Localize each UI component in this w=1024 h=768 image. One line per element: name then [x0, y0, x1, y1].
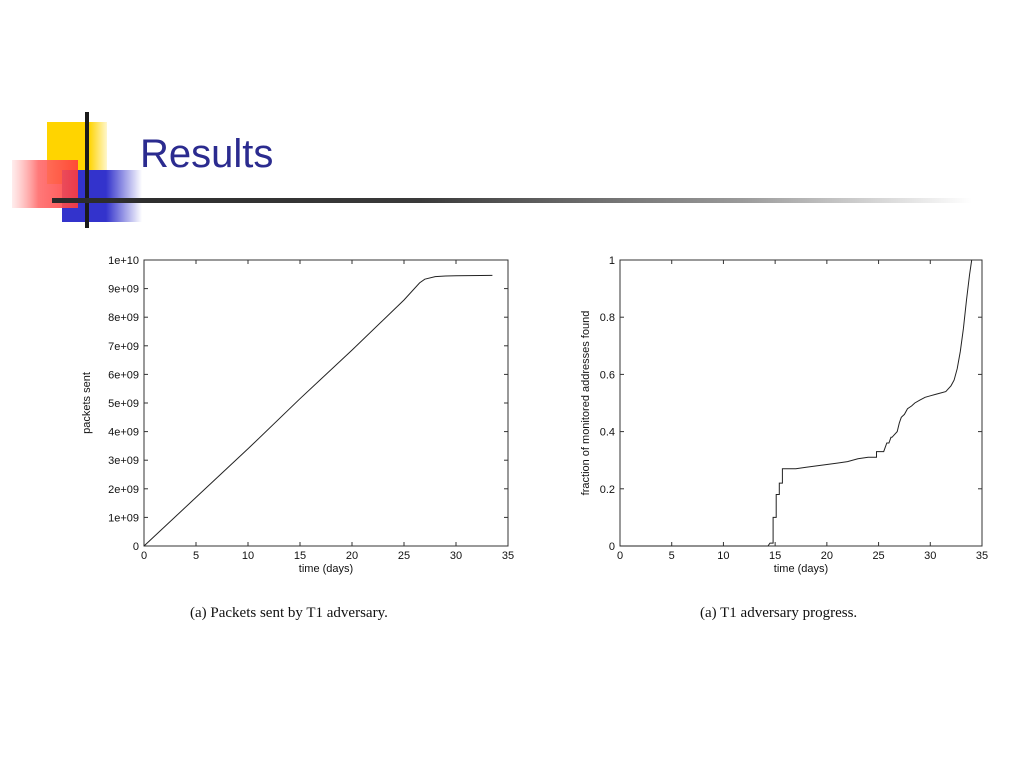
x-axis-label: time (days) — [774, 563, 828, 575]
y-tick-label: 1e+10 — [108, 255, 139, 267]
y-tick-label: 7e+09 — [108, 341, 139, 353]
plot-frame — [143, 259, 509, 547]
y-tick-label: 0.4 — [600, 427, 615, 439]
x-tick-label: 0 — [141, 550, 147, 562]
y-tick-label: 2e+09 — [108, 484, 139, 496]
x-tick-label: 10 — [717, 550, 729, 562]
chart-adversary-progress: 0 5 10 15 20 25 30 35 0 0.2 0.4 0.6 0.8 1 time (days) f… — [580, 255, 988, 575]
caption-adversary-progress: (a) T1 adversary progress. — [700, 605, 858, 621]
y-tick-label: 1 — [609, 255, 615, 267]
y-tick-label: 0.2 — [600, 484, 615, 496]
y-tick-label: 5e+09 — [108, 398, 139, 410]
x-tick-label: 5 — [193, 550, 199, 562]
x-tick-label: 25 — [872, 550, 884, 562]
slide-title: Results — [140, 132, 274, 176]
plot-frame — [619, 259, 983, 547]
x-tick-label: 25 — [398, 550, 410, 562]
logo-vertical-line — [85, 112, 89, 228]
x-tick-label: 30 — [924, 550, 936, 562]
y-tick-label: 9e+09 — [108, 284, 139, 296]
x-tick-label: 35 — [502, 550, 514, 562]
x-axis-label: time (days) — [299, 563, 353, 575]
x-tick-label: 5 — [669, 550, 675, 562]
y-tick-label: 4e+09 — [108, 427, 139, 439]
x-tick-label: 30 — [450, 550, 462, 562]
series-line-0 — [620, 259, 973, 547]
x-tick-label: 15 — [769, 550, 781, 562]
y-tick-label: 0 — [609, 541, 615, 553]
y-tick-label: 1e+09 — [108, 512, 139, 524]
x-tick-label: 0 — [617, 550, 623, 562]
series-line-0 — [143, 274, 493, 547]
slide-logo — [12, 112, 142, 228]
y-axis-label: packets sent — [81, 372, 93, 434]
y-tick-label: 0 — [133, 541, 139, 553]
title-divider — [52, 198, 972, 203]
x-tick-label: 15 — [294, 550, 306, 562]
x-tick-label: 20 — [346, 550, 358, 562]
y-tick-label: 8e+09 — [108, 312, 139, 324]
y-tick-label: 0.8 — [600, 312, 615, 324]
y-tick-label: 3e+09 — [108, 455, 139, 467]
caption-packets-sent: (a) Packets sent by T1 adversary. — [190, 605, 388, 621]
chart-packets-sent: 0 5 10 15 20 25 30 35 0 1e+09 2e+09 3e+09 4e+09 5e+09… — [81, 255, 514, 575]
y-tick-label: 0.6 — [600, 369, 615, 381]
x-tick-label: 20 — [821, 550, 833, 562]
y-tick-label: 6e+09 — [108, 369, 139, 381]
y-axis-label: fraction of monitored addresses found — [580, 311, 592, 496]
x-tick-label: 10 — [242, 550, 254, 562]
x-tick-label: 35 — [976, 550, 988, 562]
